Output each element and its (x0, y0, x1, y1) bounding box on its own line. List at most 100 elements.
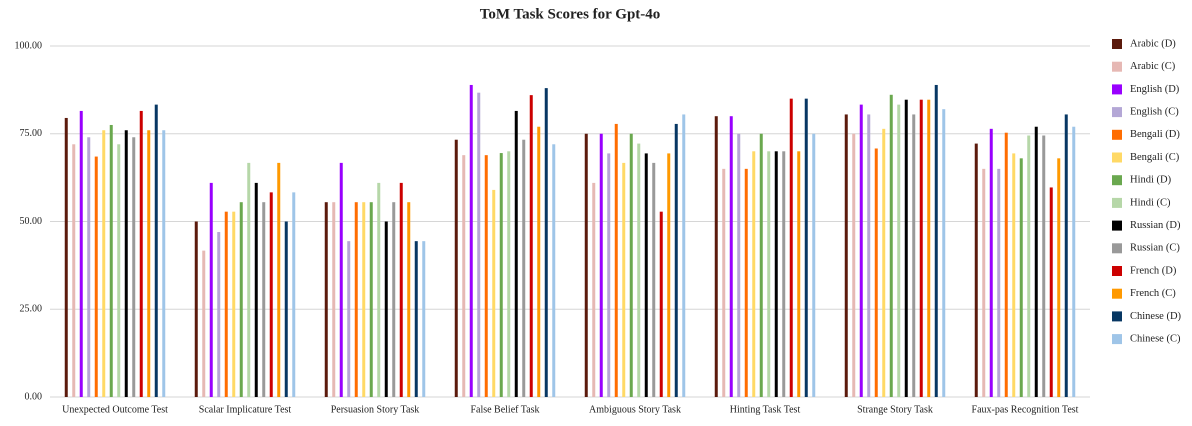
legend-swatch (1112, 61, 1122, 72)
bar (462, 155, 466, 397)
bar (974, 143, 978, 397)
bar (384, 221, 388, 397)
x-tick-label: Unexpected Outcome Test (62, 404, 168, 415)
bar (859, 104, 863, 397)
bar (537, 126, 541, 397)
legend-swatch (1112, 197, 1122, 208)
legend-label: French (C) (1130, 288, 1176, 299)
bar (674, 123, 678, 397)
bar (339, 162, 343, 397)
legend-label: Russian (D) (1130, 220, 1181, 231)
bar (722, 168, 726, 397)
y-tick-label: 0.00 (25, 391, 43, 402)
bar (682, 114, 686, 397)
legend-swatch (1112, 288, 1122, 299)
bar (362, 202, 366, 397)
y-tick-label: 75.00 (20, 128, 43, 139)
legend-label: English (D) (1130, 84, 1180, 95)
bar (1072, 126, 1076, 397)
legend-label: Bengali (C) (1130, 152, 1180, 163)
bar (1064, 114, 1068, 397)
bar (982, 168, 986, 397)
y-tick-label: 100.00 (15, 40, 43, 51)
bar (552, 144, 556, 397)
bar (529, 95, 533, 397)
bar (599, 133, 603, 397)
bar (942, 109, 946, 398)
bar (492, 189, 496, 397)
bar (324, 202, 328, 397)
bar (912, 114, 916, 397)
x-tick-label: Strange Story Task (857, 404, 933, 415)
bar (399, 182, 403, 397)
bar (867, 114, 871, 397)
bar (414, 241, 418, 397)
legend-swatch (1112, 84, 1122, 95)
bar (422, 241, 426, 397)
legend-label: Chinese (D) (1130, 311, 1182, 322)
bar (934, 84, 938, 397)
bar (874, 148, 878, 397)
bar (592, 182, 596, 397)
bar (919, 99, 923, 397)
legend-swatch (1112, 129, 1122, 140)
bar (1034, 126, 1038, 397)
bar (347, 241, 351, 397)
bar (147, 130, 151, 398)
bar (889, 94, 893, 397)
bar (927, 99, 931, 397)
bar (522, 139, 526, 398)
bar (64, 117, 68, 397)
bar (622, 162, 626, 397)
x-tick-label: Hinting Task Test (730, 404, 801, 415)
bar (292, 192, 296, 397)
bar (72, 144, 76, 397)
chart-title: ToM Task Scores for Gpt-4o (480, 6, 661, 22)
bar (209, 182, 213, 397)
x-tick-label: Persuasion Story Task (331, 404, 420, 415)
legend-swatch (1112, 334, 1122, 345)
bar (614, 123, 618, 397)
bar (262, 202, 266, 397)
bar (904, 99, 908, 397)
legend-swatch (1112, 266, 1122, 276)
bar (789, 98, 793, 398)
bar (844, 114, 848, 397)
bar (454, 139, 458, 398)
bar (232, 211, 236, 397)
legend-label: Arabic (C) (1130, 61, 1176, 72)
bar (239, 202, 243, 397)
bar (124, 130, 128, 398)
bar (377, 182, 381, 397)
bar (767, 151, 771, 397)
bar (1004, 132, 1008, 397)
bar (79, 110, 83, 397)
bar (659, 211, 663, 397)
bar (989, 128, 993, 397)
legend-label: Hindi (D) (1130, 175, 1172, 186)
x-tick-label: Faux-pas Recognition Test (972, 404, 1079, 415)
bar (87, 137, 91, 397)
legend-label: Russian (C) (1130, 243, 1180, 254)
bar (729, 116, 733, 397)
bar (1012, 153, 1016, 397)
bar (254, 182, 258, 397)
bar (852, 133, 856, 397)
bar (752, 151, 756, 397)
bar (224, 211, 228, 397)
bar (629, 133, 633, 397)
legend-swatch (1112, 152, 1122, 163)
bar (284, 221, 288, 397)
bar (132, 137, 136, 397)
x-tick-label: False Belief Task (470, 404, 539, 415)
bar (354, 202, 358, 397)
bar (217, 232, 221, 397)
bar (202, 250, 206, 397)
bar (737, 133, 741, 397)
bar (194, 221, 198, 397)
bar (269, 192, 273, 397)
legend-label: Hindi (C) (1130, 197, 1171, 208)
legend-label: Arabic (D) (1130, 38, 1176, 49)
bar (94, 156, 98, 397)
